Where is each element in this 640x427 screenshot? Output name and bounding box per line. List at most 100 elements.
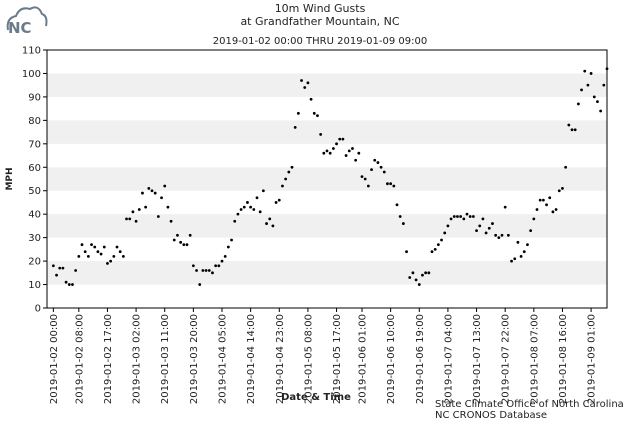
data-point — [452, 215, 456, 218]
data-point — [354, 158, 358, 162]
data-point — [322, 151, 326, 155]
data-point — [538, 198, 542, 202]
y-tick-label: 0 — [35, 304, 41, 315]
data-point — [389, 182, 393, 186]
data-point — [573, 128, 577, 132]
data-point — [510, 259, 513, 263]
data-point — [128, 217, 132, 221]
data-point — [265, 222, 268, 225]
data-point — [249, 205, 253, 209]
data-point — [551, 210, 555, 214]
data-point — [182, 243, 186, 247]
data-point — [106, 262, 109, 265]
y-tick-label: 10 — [28, 280, 41, 291]
data-point — [331, 147, 335, 150]
data-point — [160, 196, 163, 200]
data-point — [535, 208, 539, 211]
data-point — [71, 283, 74, 286]
data-point — [487, 226, 491, 230]
data-point — [191, 264, 195, 268]
data-point — [421, 273, 424, 277]
data-point — [513, 257, 517, 261]
data-point — [382, 170, 386, 174]
data-point — [255, 196, 259, 200]
data-point — [401, 222, 405, 225]
data-point — [284, 177, 288, 181]
x-tick-label: 2019-01-05 08:00 — [303, 314, 314, 404]
y-tick-label: 50 — [28, 186, 41, 197]
data-point — [328, 151, 332, 155]
data-point — [141, 191, 144, 195]
y-tick-label: 100 — [22, 69, 41, 80]
data-point — [281, 184, 284, 188]
data-point — [179, 240, 183, 244]
data-point — [61, 266, 65, 270]
data-point — [500, 233, 504, 237]
y-axis-label: MPH — [5, 167, 15, 190]
data-point — [80, 243, 84, 247]
data-point — [217, 264, 221, 268]
data-point — [293, 126, 297, 129]
data-point — [484, 231, 488, 235]
chart-title: 10m Wind Gusts — [275, 2, 366, 15]
data-point — [290, 165, 294, 169]
grid-band — [47, 120, 607, 144]
data-point — [176, 233, 179, 237]
data-point — [258, 210, 262, 214]
y-tick-label: 70 — [28, 139, 41, 150]
grid-band — [47, 167, 607, 191]
grid-band — [47, 261, 607, 285]
data-point — [417, 283, 421, 286]
data-point — [570, 128, 574, 132]
data-point — [602, 83, 606, 87]
y-tick-label: 110 — [22, 46, 41, 57]
data-point — [134, 219, 138, 223]
data-point — [271, 224, 275, 228]
data-point — [516, 240, 520, 244]
data-point — [491, 222, 494, 225]
x-tick-label: 2019-01-06 10:00 — [386, 314, 397, 404]
data-point — [188, 233, 192, 237]
data-point — [325, 149, 329, 153]
x-tick-label: 2019-01-07 13:00 — [472, 314, 483, 404]
data-point — [376, 161, 380, 164]
x-tick-label: 2019-01-06 19:00 — [415, 314, 426, 404]
data-point — [220, 259, 224, 263]
data-point — [90, 243, 93, 247]
data-point — [561, 186, 564, 190]
data-point — [586, 83, 590, 87]
data-point — [109, 259, 113, 263]
data-point — [252, 208, 256, 211]
data-point — [51, 264, 55, 268]
data-point — [475, 229, 478, 233]
data-point — [373, 158, 377, 162]
data-point — [102, 245, 106, 249]
data-point — [211, 271, 214, 275]
data-point — [494, 233, 498, 237]
data-point — [526, 243, 529, 247]
data-point — [471, 215, 475, 218]
x-tick-label: 2019-01-03 20:00 — [189, 314, 200, 404]
data-point — [344, 154, 348, 157]
data-point — [246, 201, 249, 204]
x-tick-label: 2019-01-09 01:00 — [587, 314, 598, 404]
data-point — [557, 189, 561, 193]
chart-subtitle: at Grandfather Mountain, NC — [240, 15, 399, 28]
x-tick-label: 2019-01-04 14:00 — [246, 314, 257, 404]
data-point — [153, 191, 157, 195]
data-point — [147, 186, 151, 190]
x-tick-label: 2019-01-07 04:00 — [443, 314, 454, 404]
data-point — [74, 269, 78, 272]
data-point — [198, 283, 202, 286]
data-point — [261, 189, 265, 193]
plot-frame — [46, 49, 608, 309]
data-point — [519, 255, 523, 258]
data-point — [360, 175, 364, 179]
data-point — [465, 212, 469, 216]
data-point — [379, 165, 383, 169]
data-point — [115, 245, 119, 249]
x-tick-label: 2019-01-04 05:00 — [218, 314, 229, 404]
y-tick-label: 30 — [28, 233, 41, 244]
y-tick-label: 20 — [28, 257, 41, 268]
